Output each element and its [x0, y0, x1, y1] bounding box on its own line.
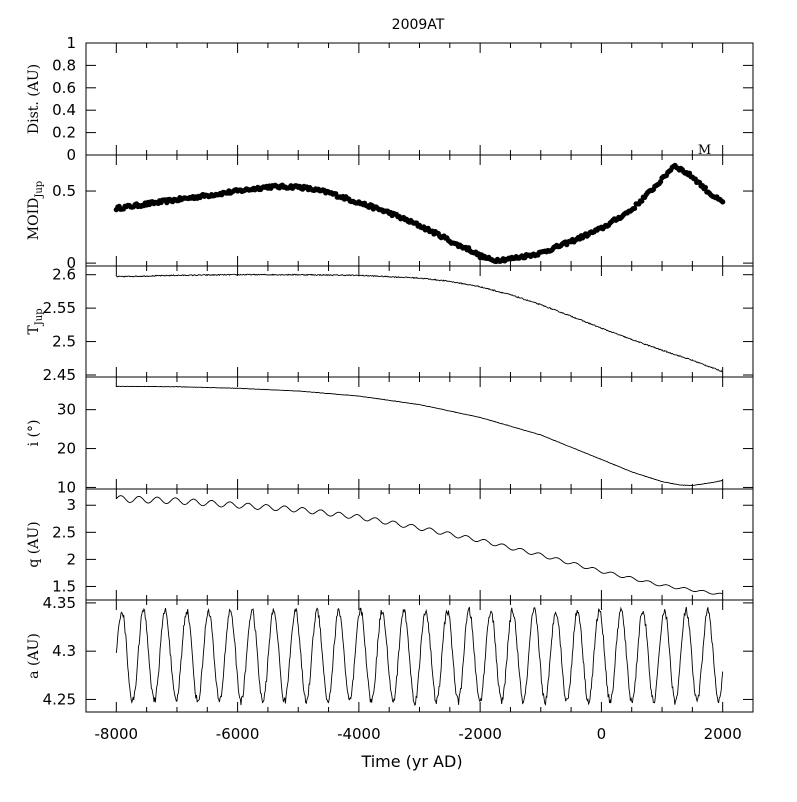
x-axis-label: Time (yr AD) — [360, 752, 462, 771]
y-tick-label: 4.35 — [43, 594, 76, 612]
panel-frame — [85, 265, 754, 378]
y-axis-label-subscript: Jup — [34, 308, 45, 326]
y-axis-label: q (AU) — [26, 521, 42, 567]
y-tick-label: 0.4 — [52, 101, 76, 119]
y-axis-label: Dist. (AU) — [26, 64, 42, 134]
data-point — [632, 205, 638, 211]
data-point — [720, 199, 726, 205]
y-tick-label: 0.5 — [52, 182, 76, 200]
panel-dist: 0 0.2 0.4 0.6 0.8 1 Dist. (AU) M — [26, 34, 754, 164]
panel-tjup: 2.45 2.5 2.55 2.6 TJup — [26, 265, 754, 384]
y-tick-label: 1 — [66, 34, 76, 52]
x-tick-label: -4000 — [337, 725, 381, 743]
y-tick-label: 4.3 — [52, 642, 76, 660]
y-tick-label: 2 — [66, 550, 76, 568]
y-axis-label: a (AU) — [26, 633, 42, 679]
y-tick-label: 20 — [57, 440, 76, 458]
y-tick-label: 0.6 — [52, 79, 76, 97]
y-tick-label: 0 — [66, 254, 76, 272]
series-line-a — [115, 606, 724, 707]
data-point — [702, 184, 709, 191]
panel-frame — [85, 42, 754, 156]
y-axis-label: MOIDJup — [26, 181, 45, 240]
y-tick-label: 0 — [66, 146, 76, 164]
y-tick-label: 10 — [57, 478, 76, 496]
series-line-tjup — [116, 273, 723, 373]
x-tick-label: -6000 — [216, 725, 260, 743]
panel-frame — [85, 376, 754, 490]
y-tick-label: 4.25 — [43, 690, 76, 708]
y-axis-label: TJup — [26, 308, 45, 334]
x-tick-label: -8000 — [95, 725, 139, 743]
panel-a: 4.25 4.3 4.35 a (AU) — [26, 594, 754, 713]
panel-frame — [85, 154, 754, 267]
marker-label: M — [698, 143, 711, 158]
series-line-q — [115, 495, 723, 595]
data-point — [639, 198, 645, 204]
y-tick-label: 2.5 — [52, 523, 76, 541]
y-tick-label: 2.45 — [43, 366, 76, 384]
panel-q: 1.5 2 2.5 3 q (AU) — [26, 488, 754, 601]
y-tick-label: 2.5 — [52, 333, 76, 351]
y-tick-label: 30 — [57, 401, 76, 419]
panel-inc: 10 20 30 i (°) — [26, 376, 754, 496]
y-tick-label: 3 — [66, 496, 76, 514]
x-tick-label: 0 — [597, 725, 607, 743]
y-tick-label: 0.8 — [52, 56, 76, 74]
y-axis-label: i (°) — [26, 420, 42, 447]
y-axis-label-subscript: Jup — [34, 181, 45, 199]
y-tick-label: 2.6 — [52, 266, 76, 284]
y-tick-label: 0.2 — [52, 124, 76, 142]
x-tick-label: -2000 — [458, 725, 502, 743]
y-tick-label: 1.5 — [52, 577, 76, 595]
series-line-inc — [116, 385, 723, 487]
panel-moid: 0 0.5 MOIDJup — [26, 154, 754, 272]
chart-title: 2009AT — [392, 17, 445, 33]
x-tick-label: 2000 — [704, 725, 742, 743]
y-tick-label: 2.55 — [43, 299, 76, 317]
